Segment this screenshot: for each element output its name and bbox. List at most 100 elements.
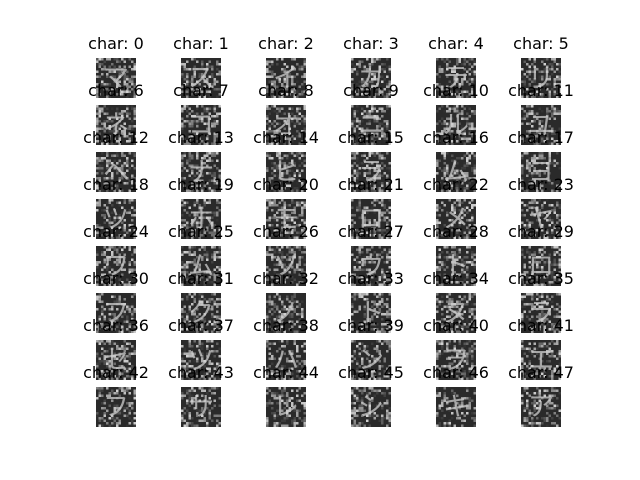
image-noise <box>181 105 221 145</box>
image-noise <box>266 105 306 145</box>
image-panel: リ char: 5 <box>513 34 569 98</box>
panel-title: char: 27 <box>338 222 404 241</box>
character-glyph: ホ <box>188 205 214 235</box>
image-panel: ウ char: 27 <box>338 222 404 286</box>
panels-group: マ char: 0 ス char: 1 イ char: 2 カ char: 3 テ char: 4… <box>83 34 574 427</box>
image-panel: ハ char: 38 <box>253 316 319 380</box>
image-noise <box>96 387 136 427</box>
image-noise <box>351 199 391 239</box>
image-panel: ン char: 39 <box>338 316 404 380</box>
image-panel: ア char: 47 <box>508 363 574 427</box>
panel-title: char: 4 <box>428 34 484 53</box>
character-glyph: カ <box>358 64 384 94</box>
panel-title: char: 35 <box>508 269 574 288</box>
character-glyph: ヌ <box>443 299 469 329</box>
character-glyph: ト <box>443 252 469 282</box>
image-noise <box>436 152 476 192</box>
image-noise <box>96 58 136 98</box>
character-glyph: ナ <box>188 158 214 188</box>
panel-title: char: 44 <box>253 363 319 382</box>
image-noise <box>521 199 561 239</box>
image-noise <box>351 293 391 333</box>
image-panel: メ char: 22 <box>423 175 489 239</box>
image-panel: ヨ char: 17 <box>508 128 574 192</box>
character-glyph: リ <box>528 64 554 94</box>
image-noise <box>436 105 476 145</box>
character-glyph: マ <box>103 64 129 94</box>
character-glyph: エ <box>528 346 554 376</box>
image-noise <box>96 105 136 145</box>
image-panel: ニ char: 9 <box>343 81 399 145</box>
panel-title: char: 5 <box>513 34 569 53</box>
character-glyph: ヘ <box>103 158 129 188</box>
image-panel: ヒ char: 14 <box>253 128 319 192</box>
image-panel: ワ char: 24 <box>83 222 149 286</box>
image-panel: イ char: 2 <box>258 34 314 98</box>
panel-title: char: 11 <box>508 81 574 100</box>
panel-title: char: 14 <box>253 128 319 147</box>
image-panel: モ char: 20 <box>253 175 319 239</box>
image-panel: ホ char: 19 <box>168 175 234 239</box>
image-noise <box>436 387 476 427</box>
character-glyph: ロ <box>358 205 384 235</box>
image-noise <box>96 340 136 380</box>
image-noise <box>436 293 476 333</box>
image-panel: ヲ char: 40 <box>423 316 489 380</box>
character-glyph: ク <box>188 299 214 329</box>
image-panel: ラ char: 35 <box>508 269 574 333</box>
panel-title: char: 42 <box>83 363 149 382</box>
panel-title: char: 45 <box>338 363 404 382</box>
image-noise <box>351 387 391 427</box>
panel-title: char: 25 <box>168 222 234 241</box>
panel-title: char: 10 <box>423 81 489 100</box>
panel-title: char: 41 <box>508 316 574 335</box>
character-glyph: ラ <box>528 299 554 329</box>
image-noise <box>181 199 221 239</box>
panel-title: char: 30 <box>83 269 149 288</box>
image-noise <box>266 340 306 380</box>
character-glyph: ニ <box>358 111 384 141</box>
character-glyph: コ <box>188 111 214 141</box>
character-glyph: ラ <box>358 158 384 188</box>
character-glyph: サ <box>188 393 214 423</box>
image-noise <box>521 293 561 333</box>
panel-title: char: 34 <box>423 269 489 288</box>
panel-title: char: 29 <box>508 222 574 241</box>
image-panel: セ char: 36 <box>83 316 149 380</box>
image-panel: ラ char: 15 <box>338 128 404 192</box>
image-noise <box>266 387 306 427</box>
image-noise <box>521 58 561 98</box>
image-panel: ヘ char: 12 <box>83 128 149 192</box>
panel-title: char: 2 <box>258 34 314 53</box>
panel-title: char: 3 <box>343 34 399 53</box>
image-panel: ネ char: 6 <box>88 81 144 145</box>
character-glyph: ト <box>358 299 384 329</box>
panel-title: char: 0 <box>88 34 144 53</box>
panel-title: char: 33 <box>338 269 404 288</box>
character-glyph: ネ <box>103 111 129 141</box>
panel-title: char: 12 <box>83 128 149 147</box>
image-noise <box>436 58 476 98</box>
character-glyph: ア <box>528 393 554 423</box>
panel-title: char: 38 <box>253 316 319 335</box>
character-glyph: イ <box>273 64 299 94</box>
image-noise <box>266 246 306 286</box>
panel-title: char: 26 <box>253 222 319 241</box>
image-noise <box>436 340 476 380</box>
character-glyph: ン <box>358 346 384 376</box>
image-noise <box>181 387 221 427</box>
panel-title: char: 47 <box>508 363 574 382</box>
character-glyph: ヨ <box>528 158 554 188</box>
image-panel: ト char: 33 <box>338 269 404 333</box>
character-glyph: テ <box>443 64 469 94</box>
image-panel: ツ char: 37 <box>168 316 234 380</box>
panel-title: char: 8 <box>258 81 314 100</box>
panel-title: char: 40 <box>423 316 489 335</box>
panel-title: char: 20 <box>253 175 319 194</box>
panel-title: char: 24 <box>83 222 149 241</box>
image-noise <box>96 293 136 333</box>
image-noise <box>521 152 561 192</box>
image-panel: カ char: 3 <box>343 34 399 98</box>
image-noise <box>96 152 136 192</box>
